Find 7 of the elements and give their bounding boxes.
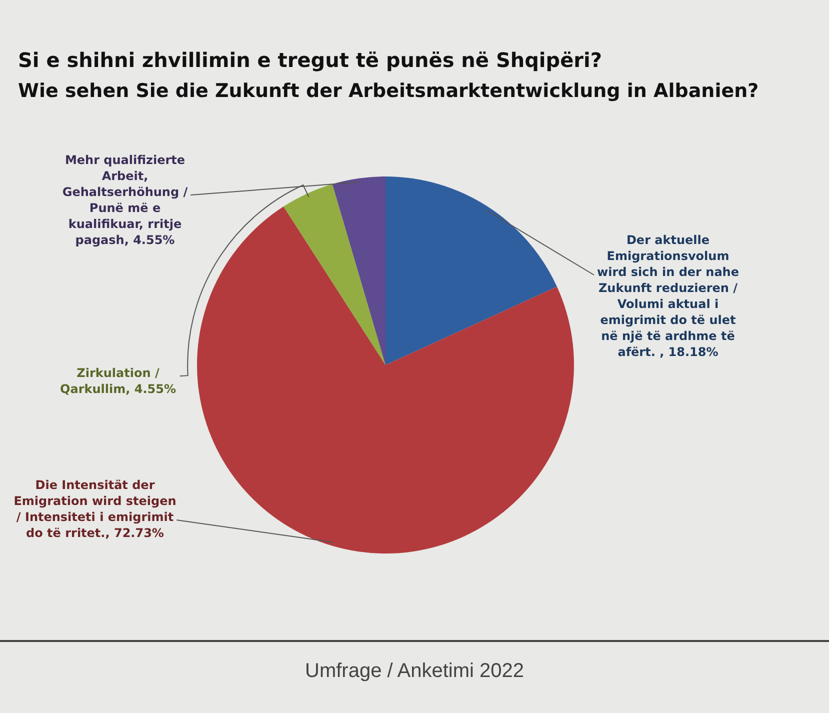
- slice-label: Der aktuelle Emigrationsvolum wird sich in der nahe Zukunft reduzieren / Volumi aktual i emigrimit do të ulet në një të ardhme të afërt. , 18.18%: [597, 233, 739, 360]
- chart-subtitle: Wie sehen Sie die Zukunft der Arbeitsmarktentwicklung in Albanien?: [18, 80, 759, 102]
- chart-title: Si e shihni zhvillimin e tregut të punës në Shqipëri?: [18, 48, 602, 72]
- slice-label: Zirkulation / Qarkullim, 4.55%: [60, 366, 176, 396]
- slice-label: Mehr qualifizierte Arbeit, Gehaltserhöhung / Punë më e kualifikuar, rritje pagash, 4.55%: [62, 153, 188, 248]
- slice-label: Die Intensität der Emigration wird steigen / Intensiteti i emigrimit do të rritet., 72.73%: [14, 478, 176, 540]
- text: Umfrage / Anketimi 2022: [304, 660, 525, 683]
